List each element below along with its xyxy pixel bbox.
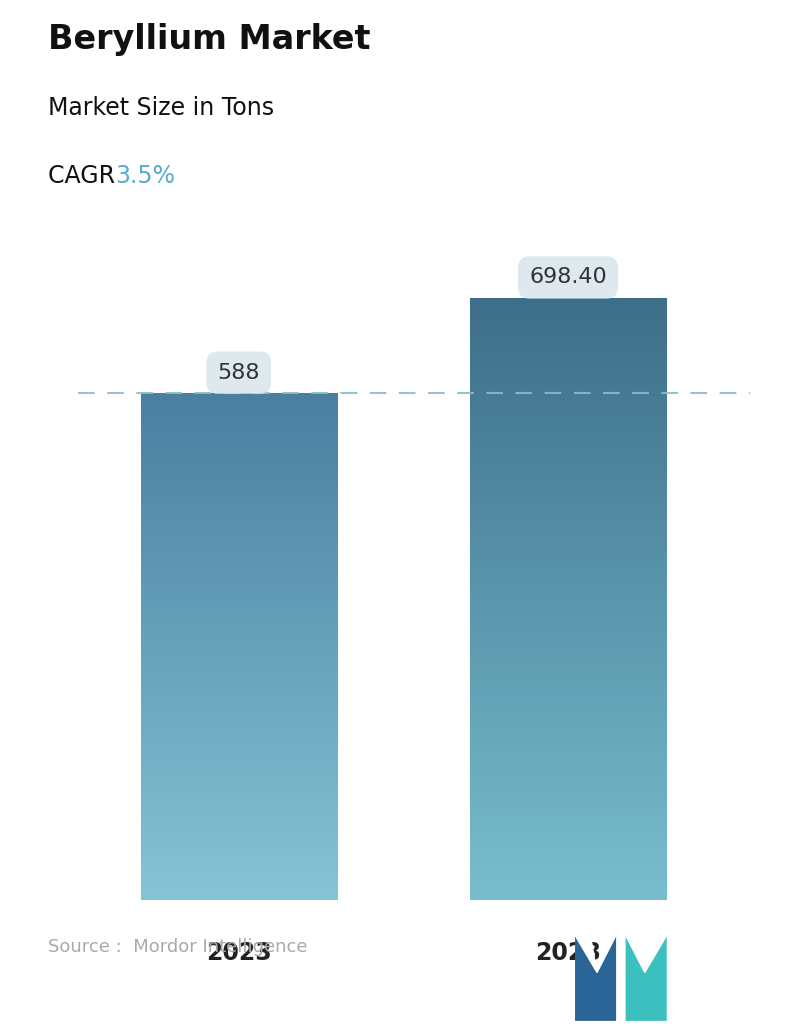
Polygon shape: [221, 385, 256, 391]
Polygon shape: [645, 935, 667, 972]
Text: Market Size in Tons: Market Size in Tons: [48, 95, 274, 120]
Text: 588: 588: [217, 363, 260, 383]
Polygon shape: [626, 935, 667, 1021]
Text: 2023: 2023: [206, 941, 271, 965]
Text: Source :  Mordor Intelligence: Source : Mordor Intelligence: [48, 938, 307, 955]
Polygon shape: [575, 935, 597, 972]
Text: Beryllium Market: Beryllium Market: [48, 23, 370, 56]
Text: CAGR: CAGR: [48, 163, 130, 188]
Text: 3.5%: 3.5%: [115, 163, 175, 188]
Polygon shape: [551, 290, 586, 296]
Text: 2028: 2028: [535, 941, 601, 965]
Polygon shape: [575, 935, 616, 1021]
Text: 698.40: 698.40: [529, 268, 607, 287]
Polygon shape: [626, 935, 645, 972]
Polygon shape: [597, 935, 616, 972]
